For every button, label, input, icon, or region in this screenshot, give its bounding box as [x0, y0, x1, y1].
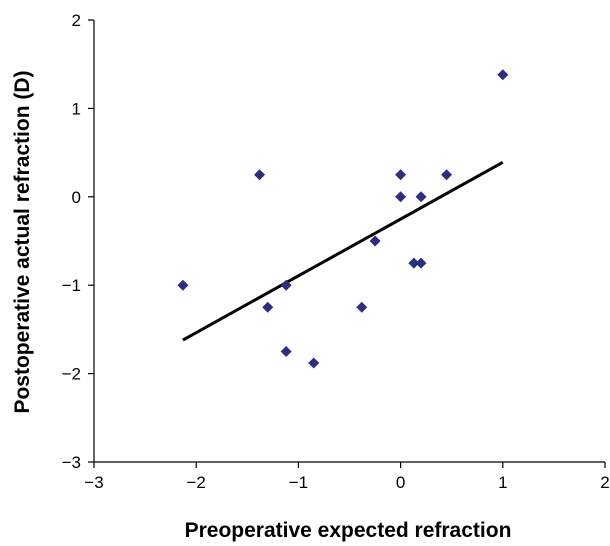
data-point: [254, 169, 266, 181]
data-point: [415, 191, 427, 203]
data-point: [356, 301, 368, 313]
y-tick-label: 0: [72, 188, 81, 207]
x-tick-label: 0: [396, 473, 405, 492]
y-tick-label: −1: [62, 276, 81, 295]
trendline: [182, 161, 504, 342]
x-tick-label: −3: [84, 473, 103, 492]
axes: [88, 19, 606, 468]
tick-labels: −3 −2 −1 0 1 2 −3 −2 −1 0 1 2: [62, 11, 610, 492]
data-point: [177, 279, 189, 291]
y-tick-label: 1: [72, 99, 81, 118]
data-point: [280, 279, 292, 291]
trendline-group: [182, 161, 504, 342]
data-point: [308, 357, 320, 369]
x-axis-title: Preoperative expected refraction: [185, 519, 512, 542]
y-axis-title: Postoperative actual refraction (D): [11, 70, 34, 413]
data-point: [262, 301, 274, 313]
data-point: [441, 169, 453, 181]
data-point: [280, 346, 292, 357]
x-tick-label: 1: [498, 473, 507, 492]
data-point: [395, 169, 407, 181]
data-point: [369, 235, 381, 247]
x-tick-label: −2: [187, 473, 206, 492]
data-point: [395, 191, 407, 203]
y-tick-label: −2: [62, 365, 81, 384]
y-tick-label: −3: [62, 453, 81, 472]
data-point: [497, 69, 509, 81]
data-point: [408, 257, 420, 269]
data-points: [177, 69, 509, 369]
x-tick-label: 2: [600, 473, 609, 492]
x-tick-label: −1: [289, 473, 308, 492]
data-point: [415, 257, 427, 269]
y-tick-label: 2: [72, 11, 81, 30]
